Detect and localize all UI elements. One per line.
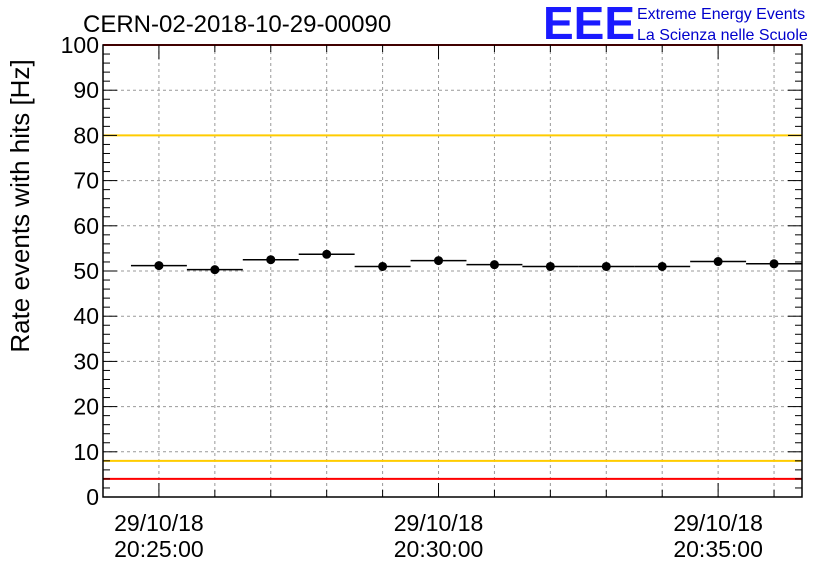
x-tick-labels: 29/10/1820:25:0029/10/1820:30:0029/10/18…: [114, 510, 763, 562]
data-point: [713, 257, 723, 267]
grid-lines: [103, 45, 802, 497]
data-point: [322, 249, 332, 259]
data-point: [154, 261, 164, 271]
y-tick-label: 10: [73, 439, 99, 465]
y-tick-label: 70: [73, 168, 99, 194]
rate-series: [130, 249, 802, 275]
x-tick-label-time: 20:30:00: [394, 536, 484, 562]
logo-line-1: Extreme Energy Events: [637, 6, 805, 23]
x-tick-label-date: 29/10/18: [673, 510, 763, 536]
chart-title: CERN-02-2018-10-29-00090: [83, 11, 391, 38]
data-point: [657, 261, 667, 271]
x-tick-label-time: 20:25:00: [114, 536, 204, 562]
y-tick-labels: 0 10 20 30 40 50 60 70 80 90 100: [61, 32, 99, 510]
y-tick-label: 20: [73, 394, 99, 420]
y-tick-label: 0: [86, 484, 99, 510]
data-point: [601, 261, 611, 271]
y-tick-label: 40: [73, 303, 99, 329]
data-point: [210, 265, 220, 275]
y-tick-label: 90: [73, 77, 99, 103]
x-tick-label-date: 29/10/18: [114, 510, 204, 536]
y-axis-title: Rate events with hits [Hz]: [5, 59, 35, 352]
y-tick-label: 60: [73, 213, 99, 239]
logo-line-2: La Scienza nelle Scuole: [637, 27, 808, 44]
logo-mark: EEE: [543, 0, 635, 49]
y-tick-label: 100: [61, 32, 99, 58]
axis-ticks: [102, 44, 802, 498]
data-point: [769, 259, 779, 269]
data-point: [378, 261, 388, 271]
x-tick-label-time: 20:35:00: [673, 536, 763, 562]
y-tick-label: 80: [73, 122, 99, 148]
y-tick-label: 50: [73, 258, 99, 284]
eee-logo: EEE Extreme Energy Events La Scienza nel…: [543, 0, 808, 49]
x-tick-label-date: 29/10/18: [394, 510, 484, 536]
data-point: [434, 256, 444, 266]
data-point: [489, 260, 499, 270]
data-point: [545, 261, 555, 271]
y-tick-label: 30: [73, 348, 99, 374]
data-point: [266, 255, 276, 265]
